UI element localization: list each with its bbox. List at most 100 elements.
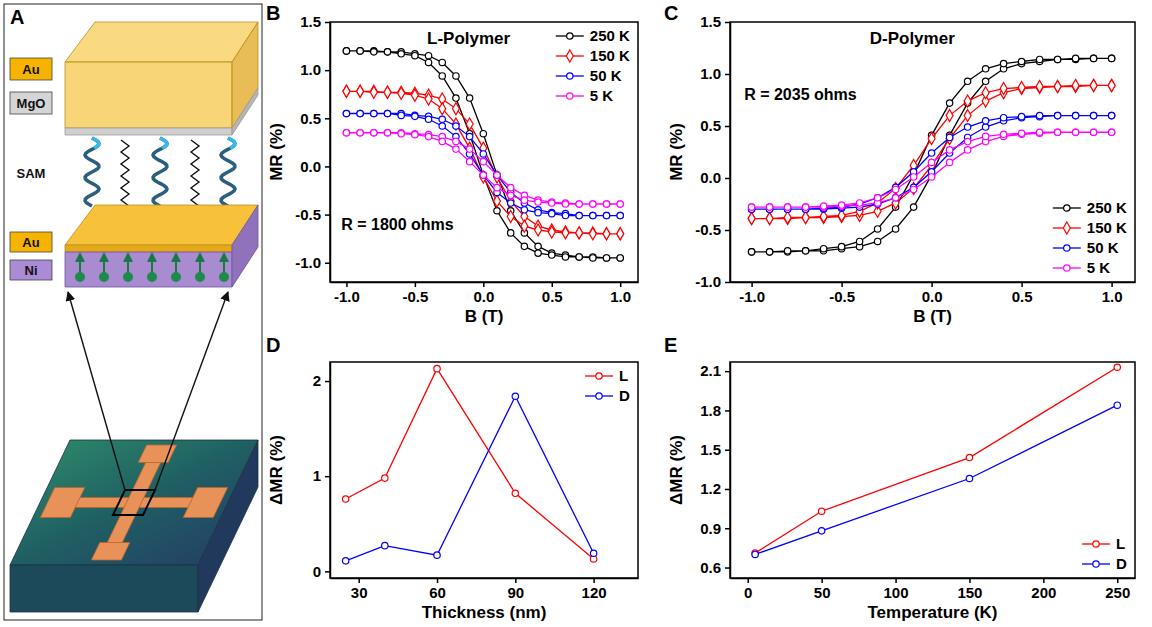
y-tick: 0 [313,563,330,580]
x-tick: -1.0 [334,282,360,305]
data-point [946,132,953,144]
x-tick: 0.5 [1012,282,1033,305]
data-point [453,138,459,144]
data-point [590,550,596,556]
y-tick-mark [325,166,330,168]
x-axis-title: B (T) [913,307,952,326]
data-point [784,211,791,223]
helix [221,138,235,206]
data-point [370,86,377,98]
data-point [535,243,541,249]
data-point [412,53,418,59]
y-tick: 0.9 [700,520,730,537]
bottom-au-face [65,205,258,245]
plot-frame [730,22,1135,282]
spin [123,272,133,282]
data-point [507,192,513,198]
y-tick: 1.5 [300,13,330,30]
x-tick-label: 150 [957,584,982,601]
data-point [1036,80,1043,92]
legend-label: D [619,387,630,404]
data-point [439,103,446,115]
data-point [928,159,934,165]
y-tick-mark [325,476,330,478]
data-point [874,238,880,244]
x-tick: 150 [957,578,982,601]
data-point [838,202,844,208]
data-point [342,496,348,502]
data-point [603,228,610,240]
data-point [766,213,773,225]
data-point [1072,112,1078,118]
data-point [856,200,862,206]
x-tick-label: 0.5 [542,288,563,305]
data-point [357,48,363,54]
data-point [617,212,623,218]
data-point [549,209,555,215]
data-point [562,201,568,207]
x-axis-line [331,578,639,580]
data-point [1090,129,1096,135]
legend-label: 250 K [590,27,630,44]
data-point [982,133,988,139]
y-tick-label: 0.6 [700,559,721,576]
series-line [346,133,620,204]
data-point [535,199,541,205]
panel-0: -1.0-0.50.00.51.0-1.0-0.50.00.51.01.5B (… [266,2,639,326]
y-tick-label: 2.1 [700,362,721,379]
data-point [398,86,405,98]
data-point [549,210,555,216]
data-point [589,228,596,240]
spin [99,272,109,282]
top-au-face [65,22,258,62]
data-point [802,204,808,210]
data-point [892,186,898,192]
data-point [820,203,826,209]
layer-label: Au [22,235,39,250]
x-tick: 120 [582,578,607,601]
data-point [982,124,988,130]
zoom-arrow [155,292,228,490]
data-point [946,147,952,153]
data-point [434,365,440,371]
y-tick-label: -1.0 [295,254,321,271]
data-point [1108,79,1115,91]
data-point [343,48,349,54]
alkyl-chain [121,140,129,206]
y-tick-mark [325,214,330,216]
data-point [512,490,518,496]
data-point [590,201,596,207]
data-point [910,174,916,180]
data-point [494,208,500,214]
x-axis-line [731,578,1136,580]
legend-marker [1093,561,1099,567]
annotation: R = 1800 ohms [341,216,454,233]
y-axis-line [330,363,332,579]
data-point [562,254,568,260]
x-tick-mark [1043,578,1045,583]
mgo-side [232,88,258,135]
data-point [384,130,390,136]
electrode-pad [40,488,84,518]
data-point [398,131,404,137]
x-tick: 0 [744,578,752,601]
x-tick-label: 0 [744,584,752,601]
data-point [357,85,364,97]
y-tick-label: 2 [313,372,321,389]
data-point [874,226,880,232]
data-point [548,226,555,238]
x-axis-title: Temperature (K) [867,603,997,622]
data-point [1108,55,1114,61]
data-point [1114,402,1120,408]
data-point [802,248,808,254]
helix-highlight [228,138,235,148]
layer-box [10,232,52,252]
data-point [590,254,596,260]
data-point [425,53,431,59]
x-tick: 0.0 [922,282,943,305]
data-point [1036,129,1042,135]
spin [219,272,229,282]
data-point [617,228,624,240]
panel-letter: B [266,2,280,24]
data-point [802,248,808,254]
